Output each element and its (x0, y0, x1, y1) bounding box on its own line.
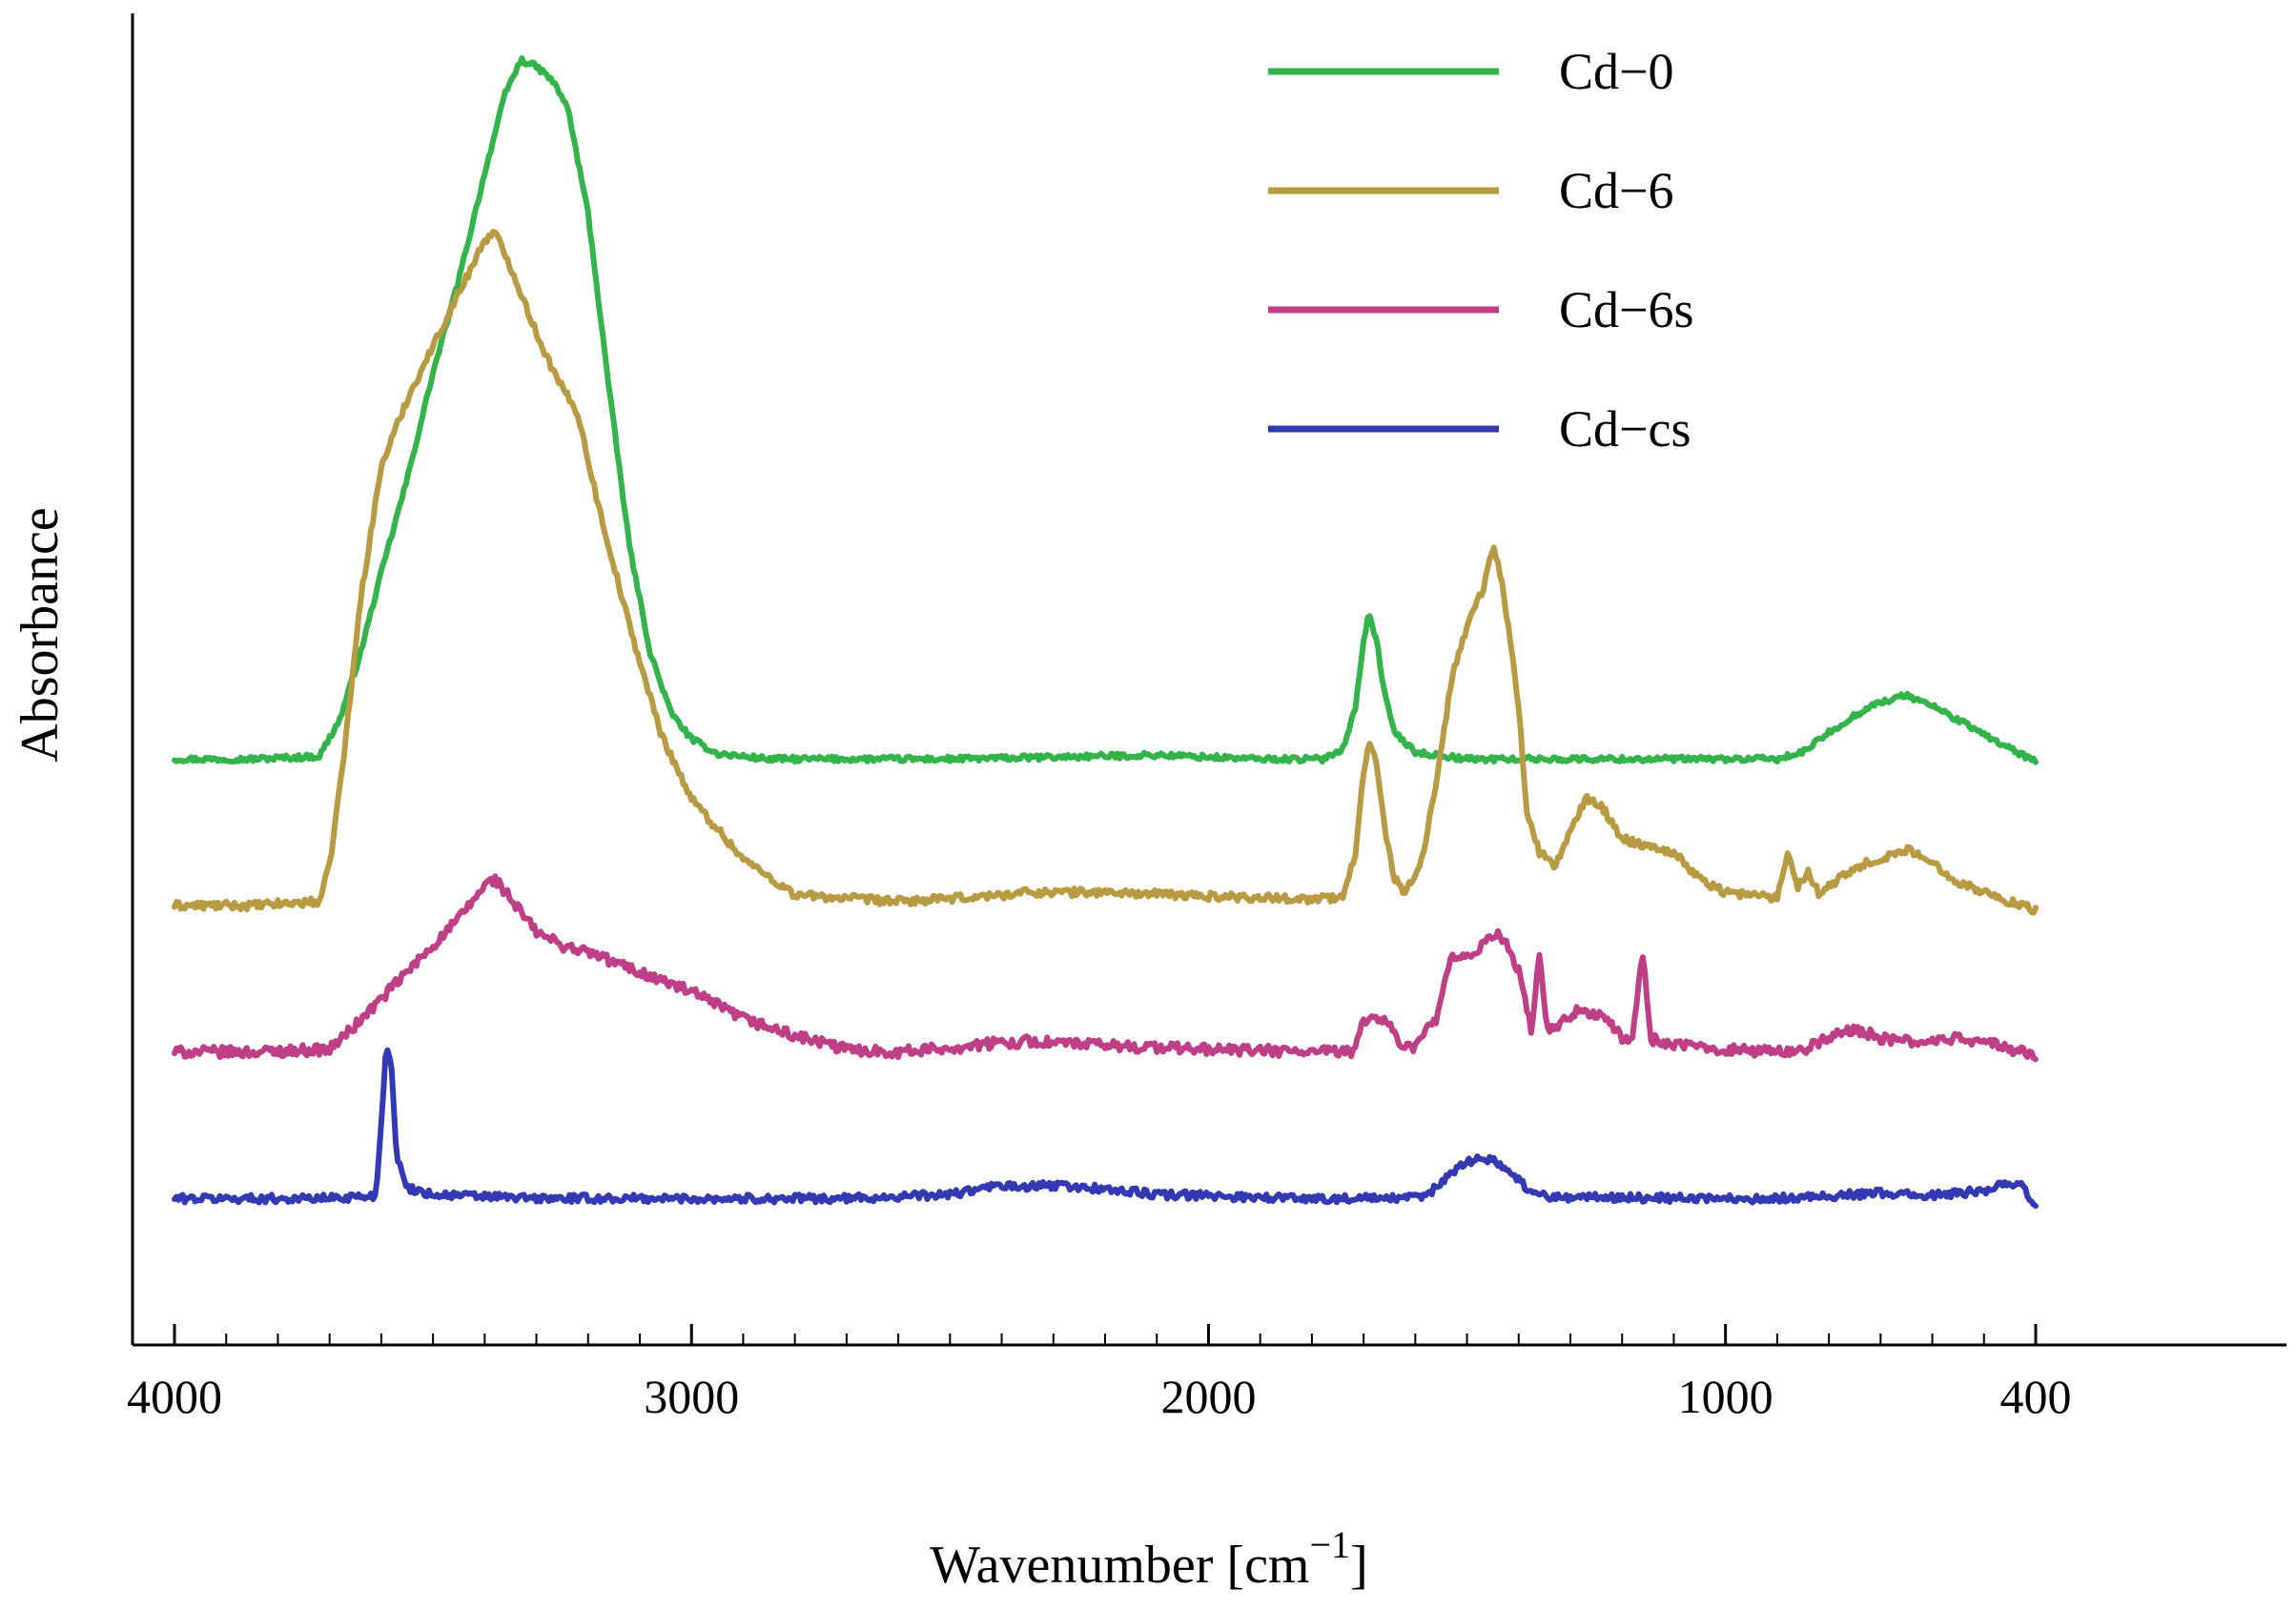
axes: 4000 3000 2000 1000 400 (127, 13, 2286, 1423)
x-tick-label: 1000 (1678, 1370, 1773, 1423)
x-tick-label: 400 (2000, 1370, 2072, 1423)
legend-label: Cd−6s (1559, 281, 1694, 338)
x-ticks: 4000 3000 2000 1000 400 (127, 1324, 2072, 1423)
legend: Cd−0 Cd−6 Cd−6s Cd−cs (1268, 43, 1694, 458)
series-line-1 (172, 55, 2039, 765)
x-axis-title-close: ] (1350, 1536, 1368, 1595)
x-tick-label: 3000 (644, 1370, 739, 1423)
legend-label: Cd−6 (1559, 162, 1673, 219)
series-line-4 (172, 1047, 2039, 1210)
legend-label: Cd−cs (1559, 400, 1691, 458)
x-axis-title-main: Wavenumber [cm (930, 1536, 1309, 1595)
x-tick-label: 2000 (1160, 1370, 1256, 1423)
series-layer (172, 55, 2039, 1210)
legend-label: Cd−0 (1559, 43, 1673, 100)
series-line-3 (172, 873, 2039, 1063)
x-tick-label: 4000 (127, 1370, 222, 1423)
x-axis-title-superscript: −1 (1310, 1523, 1351, 1566)
x-axis-title: Wavenumber [cm−1] (930, 1523, 1367, 1595)
y-axis-title: Absorbance (10, 507, 70, 762)
series-line-2 (172, 229, 2039, 916)
